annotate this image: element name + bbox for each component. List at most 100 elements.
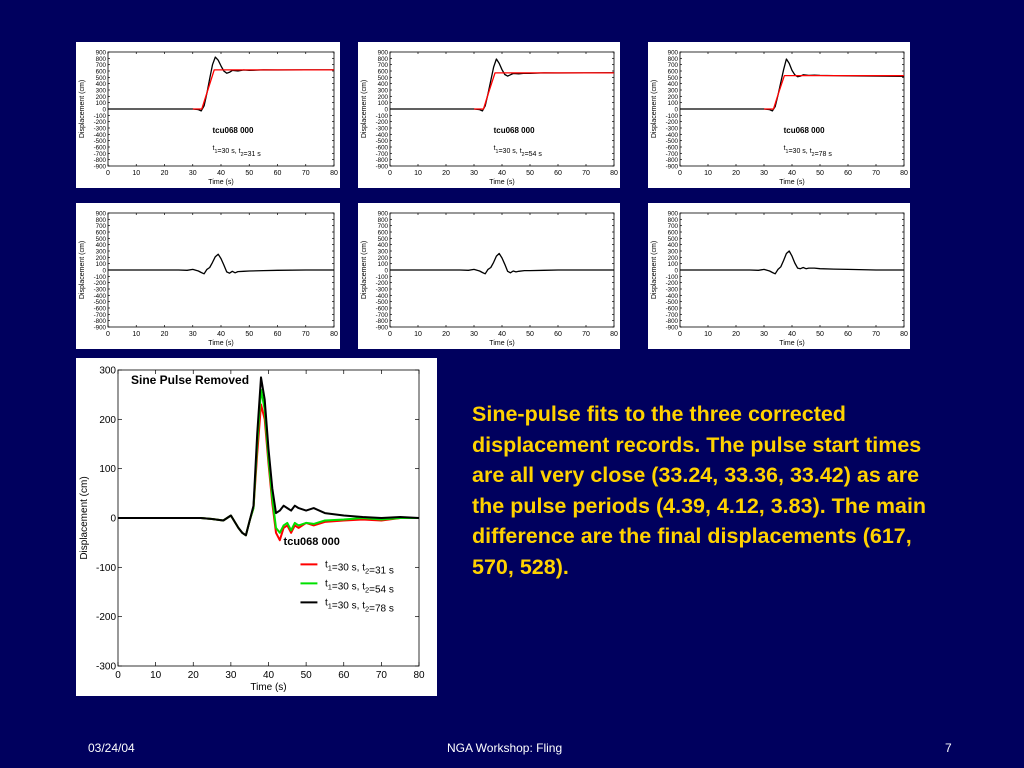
x-tick-label: 20: [442, 170, 450, 177]
y-tick-label: 200: [96, 94, 107, 101]
y-tick-label: 800: [96, 217, 107, 224]
y-tick-label: 300: [378, 87, 389, 94]
legend-label-2: t1=30 s, t2=54 s: [325, 578, 394, 595]
chart-svg: 0 10 20 30 40 50 60 70 80 90080070060050040030020…: [79, 49, 338, 186]
y-tick-label: -400: [376, 132, 389, 139]
y-tick-label: 900: [96, 210, 107, 217]
chart-annotation: tcu068 000: [494, 126, 535, 135]
x-tick-label: 0: [678, 331, 682, 338]
chart-panel-bottom-left: 0 10 20 30 40 50 60 70 80 900 800 700 600 500 400 300 20…: [76, 203, 340, 349]
y-axis-label: Displacement (cm): [79, 241, 86, 299]
x-tick-label: 70: [582, 331, 590, 338]
y-tick-label: -800: [376, 318, 389, 325]
series-line-2: [192, 69, 334, 110]
y-tick-label: 800: [378, 56, 389, 63]
y-tick-label: -800: [94, 157, 107, 164]
y-tick-label: 400: [668, 81, 679, 88]
x-tick-label: 20: [732, 331, 740, 338]
series-line-1: [680, 58, 905, 112]
y-tick-label: 300: [96, 87, 107, 94]
x-tick-label: 50: [816, 170, 824, 177]
y-tick-label: -600: [94, 305, 107, 312]
y-tick-label: 300: [378, 248, 389, 255]
chart-svg: 0 10 20 30 40 50 60 70 80 90080070060050040030020…: [361, 49, 618, 186]
y-tick-label: 800: [668, 217, 679, 224]
y-tick-label: 600: [96, 229, 107, 236]
y-tick-label: -600: [376, 144, 389, 151]
y-tick-label: -400: [94, 132, 107, 139]
y-tick-label: 300: [668, 87, 679, 94]
y-tick-label: 700: [668, 62, 679, 69]
y-tick-label: 600: [668, 229, 679, 236]
y-tick-label: -200: [94, 119, 107, 126]
x-tick-label: 10: [414, 170, 422, 177]
chart-panel-bottom-middle: 0 10 20 30 40 50 60 70 80 900 800 700 600 500 400 300 20…: [358, 203, 620, 349]
y-tick-label: -400: [666, 132, 679, 139]
footer-title: NGA Workshop: Fling: [447, 741, 563, 755]
series-line-1: [108, 253, 334, 275]
y-tick-label: 900: [668, 210, 679, 217]
y-tick-label: 0: [110, 514, 116, 525]
y-tick-label: -300: [376, 286, 389, 293]
y-tick-label: 500: [668, 75, 679, 82]
chart-svg: 0 10 20 30 40 50 60 70 80 90080070060050040030020…: [79, 210, 338, 347]
y-tick-label: -100: [666, 113, 679, 120]
y-tick-label: -700: [376, 312, 389, 319]
y-tick-label: 600: [378, 68, 389, 75]
y-tick-label: 500: [668, 236, 679, 243]
y-tick-label: 100: [668, 261, 679, 268]
y-tick-label: 400: [96, 242, 107, 249]
x-tick-label: 20: [732, 170, 740, 177]
x-tick-label: 80: [413, 670, 425, 681]
slide-body-text: Sine-pulse fits to the three corrected d…: [472, 402, 927, 579]
y-tick-label: -900: [94, 324, 107, 331]
series-line-1: [108, 56, 334, 112]
y-tick-label: 0: [385, 106, 389, 113]
x-tick-label: 70: [582, 170, 590, 177]
y-tick-label: -300: [376, 125, 389, 132]
series-line-2: [474, 72, 614, 110]
chart-panel-top-middle: 0 10 20 30 40 50 60 70 80 900 800 700 600 500 400 300 20…: [358, 42, 620, 188]
y-tick-label: 0: [103, 267, 107, 274]
x-tick-label: 20: [161, 170, 169, 177]
x-tick-label: 10: [150, 670, 162, 681]
series-line-1: [390, 252, 614, 275]
y-tick-label: -500: [666, 138, 679, 145]
x-tick-label: 50: [245, 170, 253, 177]
y-tick-label: -400: [666, 293, 679, 300]
x-tick-label: 30: [760, 331, 768, 338]
x-tick-label: 80: [330, 170, 338, 177]
y-tick-label: -900: [666, 324, 679, 331]
y-axis-label: Displacement (cm): [361, 241, 368, 299]
y-tick-label: -800: [666, 318, 679, 325]
x-tick-label: 0: [106, 170, 110, 177]
chart-svg: 0 10 20 30 40 50 60 70 80 300 200 100 0 -100 -200 -300 T…: [79, 366, 425, 694]
x-tick-label: 0: [388, 331, 392, 338]
x-tick-label: 40: [498, 331, 506, 338]
y-tick-label: 600: [378, 229, 389, 236]
chart-annotation: tcu068 000: [213, 126, 254, 135]
x-axis-label: Time (s): [489, 179, 514, 186]
y-tick-label: 500: [96, 236, 107, 243]
x-tick-label: 30: [470, 170, 478, 177]
x-axis-label: Time (s): [779, 340, 804, 347]
y-tick-label: 900: [668, 49, 679, 56]
x-tick-label: 50: [301, 670, 313, 681]
x-tick-label: 40: [498, 170, 506, 177]
y-tick-label: -700: [94, 312, 107, 319]
y-tick-label: -200: [666, 280, 679, 287]
y-tick-label: -100: [94, 113, 107, 120]
x-tick-label: 30: [760, 170, 768, 177]
x-tick-label: 60: [274, 170, 282, 177]
chart-svg: 0 10 20 30 40 50 60 70 80 90080070060050040030020…: [651, 49, 908, 186]
y-tick-label: -600: [94, 144, 107, 151]
y-tick-label: 900: [96, 49, 107, 56]
x-tick-label: 10: [132, 331, 140, 338]
y-tick-label: 400: [96, 81, 107, 88]
y-tick-label: 100: [378, 100, 389, 107]
y-tick-label: 900: [378, 49, 389, 56]
y-tick-label: 400: [378, 242, 389, 249]
x-tick-label: 20: [442, 331, 450, 338]
y-tick-label: 500: [378, 75, 389, 82]
y-tick-label: -600: [666, 144, 679, 151]
